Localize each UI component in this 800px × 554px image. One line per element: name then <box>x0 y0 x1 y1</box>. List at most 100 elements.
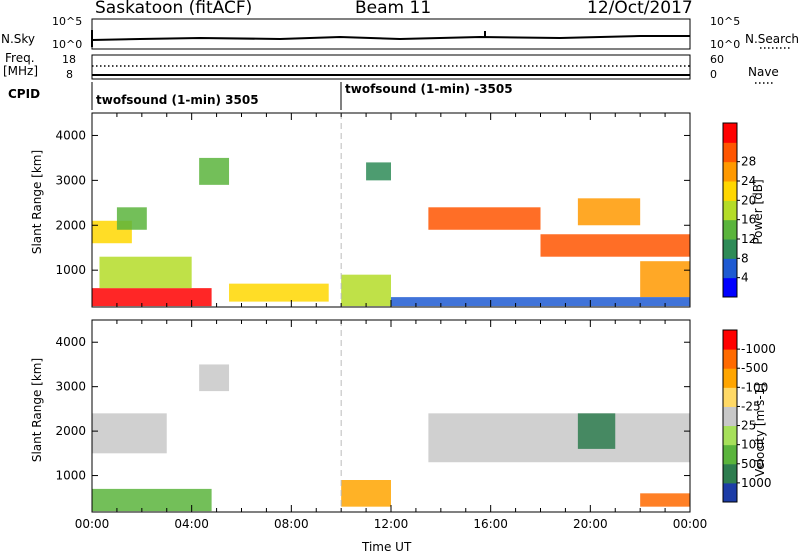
velocity-colorbar-swatch <box>723 330 737 350</box>
colorbars: 4 8 12 16 20 24 28 1000 500 100 25 -25 -100 -500 -1000 <box>722 122 776 503</box>
power-colorbar-tick-label: 12 <box>741 232 756 246</box>
nsky-line <box>91 35 690 41</box>
velocity-region <box>428 413 690 463</box>
velocity-region <box>199 364 230 392</box>
nsky-label: N.Sky <box>1 32 36 46</box>
velocity-colorbar-tick-label: 1000 <box>741 476 772 490</box>
station-title: Saskatoon (fitACF) <box>95 0 253 18</box>
power-colorbar-tick-label: 20 <box>741 193 756 207</box>
velocity-colorbar-tick-label: -100 <box>741 380 768 394</box>
velocity-region <box>92 413 167 454</box>
power-colorbar-tick-label: 24 <box>741 174 756 188</box>
power-region <box>640 261 690 298</box>
power-colorbar-swatch <box>723 181 737 201</box>
velocity-heatmap <box>92 364 690 512</box>
velocity-colorbar-swatch <box>723 349 737 369</box>
power-colorbar-swatch <box>723 142 737 163</box>
cpid-segment-2: twofsound (1-min) -3505 <box>345 82 513 96</box>
beam-title: Beam 11 <box>355 0 432 18</box>
freq-tick-bottom: 8 <box>66 68 73 81</box>
power-ytick-label: 1000 <box>55 263 86 277</box>
power-colorbar-swatch <box>723 239 737 259</box>
power-colorbar-swatch <box>723 258 737 279</box>
velocity-colorbar-swatch <box>723 444 737 465</box>
power-colorbar-swatch <box>723 161 737 182</box>
power-region <box>577 198 641 226</box>
xtick-label: 16:00 <box>473 517 508 531</box>
nave-label: Nave <box>748 65 779 79</box>
power-region <box>92 288 212 307</box>
velocity-ytick-label: 4000 <box>55 335 86 349</box>
nsearch-tick-top: 10^5 <box>710 15 741 28</box>
velocity-region <box>640 493 690 507</box>
freq-tick-top: 18 <box>62 53 76 66</box>
power-colorbar-swatch <box>723 277 737 298</box>
xtick-label: 04:00 <box>174 517 209 531</box>
velocity-colorbar-swatch <box>723 368 737 388</box>
power-region <box>428 207 541 230</box>
power-region <box>116 207 147 230</box>
power-ytick-label: 4000 <box>55 128 86 142</box>
velocity-colorbar-tick-label: -1000 <box>741 342 776 356</box>
xtick-label: 00:00 <box>673 517 708 531</box>
nsky-tick-bottom: 10^0 <box>52 38 83 51</box>
velocity-colorbar-tick-label: -25 <box>741 399 761 413</box>
power-colorbar-swatch <box>723 200 737 221</box>
power-colorbar-frame <box>722 122 738 298</box>
nsearch-tick-bottom: 10^0 <box>710 38 741 51</box>
velocity-colorbar-swatch <box>723 425 737 446</box>
velocity-ylabel: Slant Range [km] <box>30 357 44 463</box>
power-region <box>199 157 230 185</box>
velocity-colorbar-swatch <box>723 482 737 503</box>
velocity-colorbar-tick-label: 500 <box>741 457 764 471</box>
velocity-ytick-label: 3000 <box>55 380 86 394</box>
nave-tick-bottom: 0 <box>710 68 717 81</box>
velocity-colorbar-swatch <box>723 406 737 427</box>
date-title: 12/Oct/2017 <box>587 0 693 18</box>
power-region <box>341 274 391 307</box>
nsky-tick-top: 10^5 <box>52 15 83 28</box>
velocity-ytick-label: 2000 <box>55 424 86 438</box>
velocity-colorbar-swatch <box>723 387 737 407</box>
power-colorbar-swatch <box>723 123 737 143</box>
power-region <box>229 283 329 302</box>
power-region <box>366 162 391 181</box>
power-colorbar-tick-label: 28 <box>741 155 756 169</box>
xtick-label: 00:00 <box>75 517 110 531</box>
nsky-frame <box>91 18 691 50</box>
power-region <box>391 297 690 307</box>
nave-tick-top: 60 <box>710 53 724 66</box>
xtick-label: 20:00 <box>573 517 608 531</box>
power-ytick-label: 2000 <box>55 218 86 232</box>
power-ytick-label: 3000 <box>55 173 86 187</box>
velocity-region <box>577 413 616 449</box>
power-ylabel: Slant Range [km] <box>30 149 44 255</box>
freq-frame <box>91 54 691 80</box>
velocity-region <box>341 480 391 507</box>
power-heatmap <box>92 157 690 307</box>
power-colorbar-tick-label: 16 <box>741 213 756 227</box>
power-region <box>540 234 690 257</box>
velocity-colorbar-tick-label: 25 <box>741 419 756 433</box>
xtick-label: 08:00 <box>274 517 309 531</box>
power-colorbar-label: Power [dB] <box>751 179 765 245</box>
power-colorbar-tick-label: 4 <box>741 271 749 285</box>
velocity-colorbar-label: Velocity [m s-1] <box>753 383 767 477</box>
velocity-colorbar-tick-label: 100 <box>741 438 764 452</box>
axes: 1000 2000 3000 4000 1000 2000 3000 4000 00:00 04:… <box>55 112 708 531</box>
nsearch-label: N.Search <box>745 32 800 46</box>
xtick-label: 12:00 <box>374 517 409 531</box>
power-region <box>99 256 192 289</box>
cpid-segment-1: twofsound (1-min) 3505 <box>96 93 259 107</box>
xaxis-label: Time UT <box>362 540 412 554</box>
power-colorbar-tick-label: 8 <box>741 251 749 265</box>
velocity-colorbar-frame <box>722 329 738 503</box>
velocity-colorbar-tick-label: -500 <box>741 361 768 375</box>
velocity-ytick-label: 1000 <box>55 469 86 483</box>
freq-label: Freq. <box>5 51 35 65</box>
velocity-region <box>92 488 212 512</box>
velocity-colorbar-swatch <box>723 463 737 484</box>
power-colorbar-swatch <box>723 219 737 240</box>
freq-unit: [MHz] <box>3 64 39 78</box>
